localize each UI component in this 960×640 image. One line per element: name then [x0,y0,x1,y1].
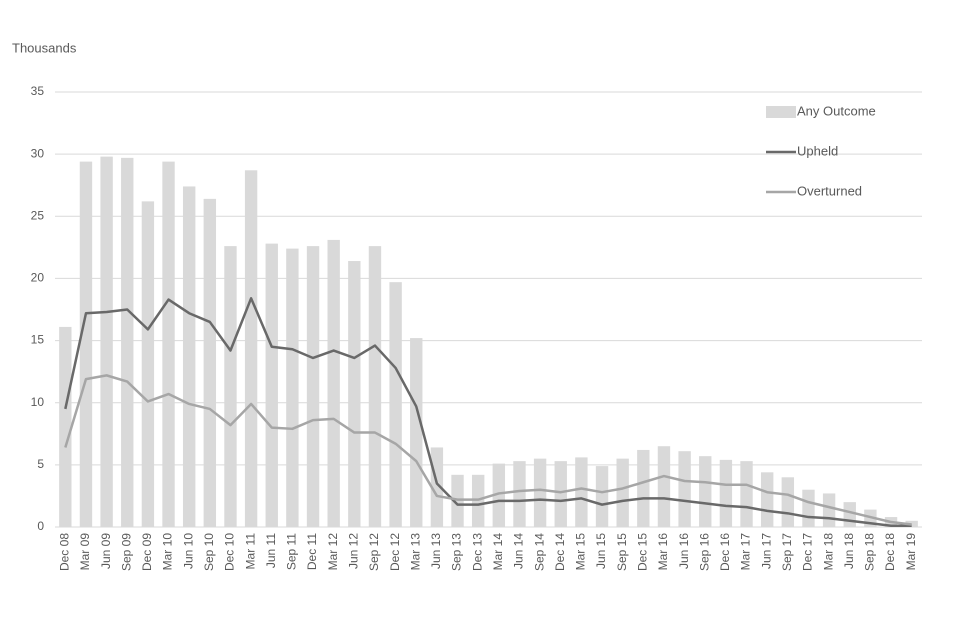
x-tick-label: Mar 17 [739,533,753,571]
x-tick-label: Dec 10 [223,533,237,571]
x-tick-label: Mar 14 [491,533,505,571]
bar [533,458,547,527]
x-tick-label: Mar 16 [656,533,670,571]
y-axis-label: Thousands [12,40,77,55]
x-tick-label: Mar 10 [161,533,175,571]
bar [79,161,93,527]
x-tick-label: Dec 14 [553,533,567,571]
x-tick-label: Dec 13 [470,533,484,571]
x-tick-label: Sep 10 [202,533,216,571]
bar [843,502,856,527]
x-tick-label: Jun 12 [346,533,360,569]
bar [822,493,836,527]
x-tick-label: Sep 12 [367,533,381,571]
x-tick-label: Mar 19 [904,533,918,571]
x-tick-label: Dec 15 [635,533,649,571]
x-tick-label: Jun 17 [759,533,773,569]
x-tick-label: Dec 16 [718,533,732,571]
bar [224,246,237,527]
bar [554,461,567,527]
bar [492,463,506,527]
y-tick-label: 30 [31,146,45,160]
x-tick-label: Dec 12 [388,533,402,571]
x-tick-label: Sep 18 [863,533,877,571]
bar [265,243,278,527]
bar [802,489,815,527]
x-tick-label: Sep 17 [780,533,794,571]
bar [182,186,196,527]
x-tick-label: Mar 12 [326,533,340,571]
x-tick-label: Dec 09 [140,533,154,571]
x-tick-label: Sep 14 [532,533,546,571]
y-tick-label: 20 [31,271,45,285]
x-tick-label: Sep 16 [697,533,711,571]
legend-swatch [766,106,796,118]
x-tick-label: Sep 15 [615,533,629,571]
x-tick-label: Jun 18 [842,533,856,569]
x-tick-label: Jun 10 [181,533,195,569]
bar [760,472,774,527]
line [64,297,912,528]
bar [141,201,155,527]
bar [513,461,526,527]
line [64,374,912,526]
x-tick-label: Jun 14 [512,533,526,569]
y-tick-label: 5 [37,457,44,471]
bar [699,456,712,527]
x-tick-label: Jun 13 [429,533,443,569]
x-tick-label: Sep 09 [119,533,133,571]
bar [389,282,402,527]
x-tick-label: Jun 09 [99,533,113,569]
bar [410,338,423,527]
bar [719,459,733,527]
bar [637,449,650,527]
legend-label: Any Outcome [797,103,876,118]
bar [306,246,320,527]
x-tick-label: Dec 11 [305,533,319,570]
bar [286,248,299,527]
x-tick-label: Dec 08 [57,533,71,571]
bar [678,451,691,527]
y-tick-label: 10 [31,395,45,409]
bar [348,261,361,527]
x-tick-label: Mar 11 [243,533,257,570]
x-tick-label: Mar 15 [574,533,588,571]
bar [59,326,72,527]
bar [368,246,382,527]
bar [100,156,113,527]
bar [595,466,609,527]
bar [327,239,340,527]
bar [575,457,588,527]
legend-label: Overturned [797,183,862,198]
bar [781,477,795,527]
y-tick-label: 15 [31,333,45,347]
bar [203,198,217,527]
x-tick-label: Dec 17 [801,533,815,571]
x-tick-label: Sep 13 [450,533,464,571]
x-tick-label: Jun 15 [594,533,608,569]
bar [740,461,753,527]
x-tick-label: Mar 18 [821,533,835,571]
bar [657,446,671,527]
bar [121,157,134,527]
y-tick-label: 35 [31,84,45,98]
legend-label: Upheld [797,143,838,158]
x-tick-label: Jun 16 [677,533,691,569]
bar [162,161,175,527]
x-tick-label: Jun 11 [264,533,278,568]
x-tick-label: Sep 11 [285,533,299,570]
x-tick-label: Mar 13 [408,533,422,571]
x-tick-label: Mar 09 [78,533,92,571]
y-tick-label: 25 [31,208,45,222]
y-tick-label: 0 [37,519,44,533]
bar [616,458,629,527]
x-tick-label: Dec 18 [883,533,897,571]
bar [244,170,258,528]
